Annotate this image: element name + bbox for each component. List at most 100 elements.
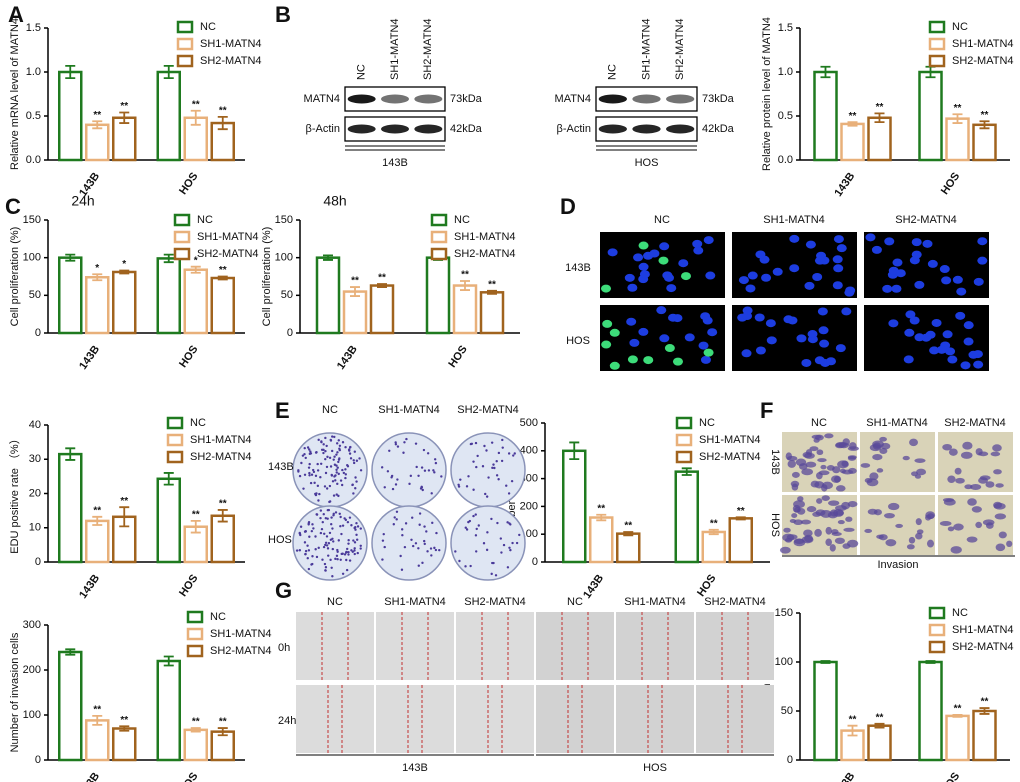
legend-marker bbox=[166, 450, 184, 464]
colony bbox=[434, 548, 438, 552]
bar bbox=[210, 514, 235, 564]
invaded-cell bbox=[825, 538, 832, 547]
colony bbox=[333, 435, 336, 439]
colony bbox=[474, 441, 478, 445]
cell-nucleus bbox=[871, 245, 882, 254]
blot-band bbox=[666, 94, 695, 104]
colony bbox=[417, 474, 420, 477]
colony bbox=[501, 446, 504, 449]
legend-label: SH2-MATN4 bbox=[200, 55, 262, 67]
y-tick-label: 0 bbox=[532, 556, 538, 568]
colony bbox=[326, 517, 329, 520]
colony bbox=[402, 451, 405, 454]
x-tick-label: HOS bbox=[939, 171, 963, 197]
colony bbox=[422, 448, 426, 452]
error-bar bbox=[217, 509, 228, 523]
colony bbox=[433, 546, 436, 550]
invaded-cell bbox=[812, 511, 822, 517]
x-tick-label: HOS bbox=[939, 771, 963, 782]
colony bbox=[323, 562, 327, 566]
colony bbox=[486, 531, 489, 534]
blot-column-label: SH2-MATN4 bbox=[674, 18, 686, 80]
colony bbox=[509, 523, 512, 526]
blot-band bbox=[347, 94, 376, 104]
colony bbox=[335, 442, 339, 445]
legend-label: SH1-MATN4 bbox=[210, 628, 272, 640]
colony bbox=[332, 540, 335, 543]
colony bbox=[330, 522, 333, 526]
colony bbox=[323, 485, 327, 488]
colony bbox=[341, 572, 345, 575]
colony bbox=[329, 438, 332, 442]
colony bbox=[355, 480, 358, 483]
significance-label: ** bbox=[120, 101, 128, 112]
cell-nucleus bbox=[968, 350, 979, 359]
colony bbox=[331, 435, 334, 438]
colony bbox=[337, 458, 341, 461]
legend-marker bbox=[430, 230, 448, 244]
colony bbox=[418, 523, 421, 526]
colony bbox=[349, 445, 352, 449]
colony bbox=[472, 514, 475, 518]
legend-marker bbox=[430, 247, 448, 261]
blot-band bbox=[598, 94, 627, 104]
colony bbox=[333, 475, 336, 478]
scratch-image bbox=[456, 612, 534, 680]
colony bbox=[340, 552, 343, 556]
colony bbox=[418, 512, 422, 515]
colony bbox=[339, 515, 342, 519]
invaded-cell bbox=[908, 536, 916, 544]
error-bar bbox=[874, 722, 885, 729]
error-bar bbox=[217, 727, 228, 737]
cell-nucleus bbox=[633, 253, 644, 262]
colony bbox=[433, 471, 436, 474]
y-tick-label: 40 bbox=[29, 419, 41, 431]
invaded-cell bbox=[869, 472, 879, 481]
colony bbox=[399, 554, 402, 558]
scratch-image bbox=[296, 685, 374, 753]
colony bbox=[417, 564, 420, 567]
colony bbox=[509, 548, 512, 552]
invaded-cell bbox=[888, 502, 900, 511]
colony bbox=[322, 448, 325, 452]
colony bbox=[495, 474, 499, 477]
cell-nucleus bbox=[783, 315, 794, 324]
colony bbox=[492, 463, 495, 466]
colony bbox=[308, 535, 311, 538]
colony bbox=[350, 524, 353, 527]
cell-nucleus bbox=[738, 276, 749, 285]
invaded-cell bbox=[939, 520, 952, 526]
error-bar bbox=[119, 269, 130, 275]
colony bbox=[308, 452, 312, 456]
cell-nucleus bbox=[684, 333, 695, 342]
bar bbox=[813, 70, 838, 162]
blot-group-label: HOS bbox=[635, 157, 659, 169]
cell-nucleus bbox=[892, 258, 903, 267]
colony bbox=[325, 444, 328, 448]
colony bbox=[324, 566, 328, 569]
bar bbox=[156, 659, 181, 762]
colony bbox=[326, 508, 330, 512]
colony bbox=[324, 471, 328, 475]
error-bar bbox=[952, 113, 963, 124]
cell-nucleus bbox=[705, 271, 716, 280]
colony bbox=[301, 454, 305, 457]
colony bbox=[383, 486, 386, 489]
colony bbox=[401, 533, 404, 537]
bar bbox=[85, 519, 110, 564]
colony bbox=[298, 549, 302, 552]
colony bbox=[356, 525, 360, 528]
error-bar bbox=[569, 441, 580, 461]
significance-label: ** bbox=[597, 503, 605, 514]
error-bar bbox=[65, 64, 76, 80]
cell-nucleus bbox=[955, 311, 966, 320]
colony bbox=[353, 552, 356, 556]
colony bbox=[317, 499, 320, 502]
significance-label: ** bbox=[192, 510, 200, 521]
cell-nucleus bbox=[741, 349, 752, 358]
cell-nucleus bbox=[836, 244, 847, 253]
bar bbox=[85, 276, 110, 335]
invaded-cell bbox=[779, 546, 791, 554]
colony bbox=[322, 451, 325, 455]
colony bbox=[329, 558, 332, 562]
